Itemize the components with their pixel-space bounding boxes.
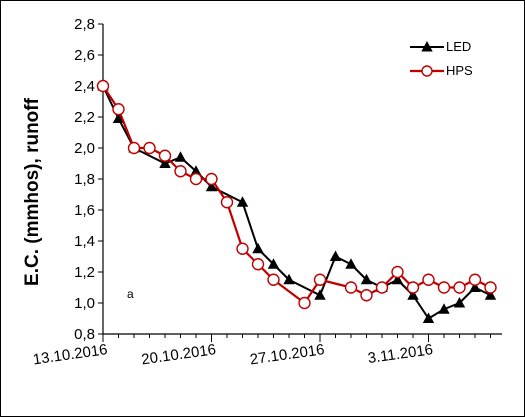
hps-point xyxy=(267,273,280,286)
led-point xyxy=(236,196,249,207)
hps-point xyxy=(468,273,482,286)
hps-point xyxy=(406,281,420,294)
led-point xyxy=(453,297,466,308)
hps-point xyxy=(220,196,234,209)
led-point xyxy=(407,289,419,300)
led-point xyxy=(438,303,450,314)
series-layer xyxy=(96,79,497,323)
hps-point xyxy=(127,141,141,155)
hps-point xyxy=(96,79,110,93)
y-tick-label: 1,2 xyxy=(74,264,95,281)
hps-point xyxy=(174,165,187,178)
hps-point xyxy=(143,141,156,155)
y-tick-label: 1,8 xyxy=(74,171,95,188)
led-point xyxy=(174,151,187,162)
x-tick-label: 20.10.2016 xyxy=(140,341,217,368)
hps-point xyxy=(205,172,218,186)
hps-point xyxy=(437,281,451,294)
hps-point xyxy=(313,273,327,286)
hps-point xyxy=(344,281,358,294)
legend-led-label: LED xyxy=(446,39,471,54)
y-axis-label: E.C. (mmhos), runoff xyxy=(22,97,43,286)
led-point xyxy=(329,250,342,261)
hps-point xyxy=(360,289,373,302)
y-tick-label: 2,6 xyxy=(74,47,95,64)
led-point xyxy=(159,157,171,168)
hps-point xyxy=(251,258,265,271)
led-point xyxy=(205,180,218,192)
hps-point xyxy=(112,103,125,116)
legend-led-marker xyxy=(421,41,433,52)
hps-point xyxy=(189,172,203,186)
hps-point xyxy=(422,273,435,286)
y-tick-label: 1,0 xyxy=(74,295,95,312)
led-point xyxy=(391,273,404,285)
y-tick-label: 1,4 xyxy=(74,233,95,250)
legend-hps-label: HPS xyxy=(446,63,473,78)
led-point xyxy=(252,242,264,254)
led-point xyxy=(314,289,326,300)
legend-hps-marker xyxy=(421,65,433,77)
hps-point xyxy=(236,242,249,255)
x-tick-label: 27.10.2016 xyxy=(249,341,326,368)
hps-point xyxy=(484,281,497,294)
series-hps xyxy=(96,79,497,310)
led-point xyxy=(267,258,280,269)
led-point xyxy=(469,281,481,292)
led-point xyxy=(112,112,125,124)
y-tick-label: 0,8 xyxy=(74,326,95,343)
y-tick-label: 2,4 xyxy=(74,78,95,95)
led-point xyxy=(283,273,295,285)
y-tick-label: 1,6 xyxy=(74,202,95,219)
led-point xyxy=(422,312,435,323)
series-hps-line xyxy=(102,85,491,305)
x-tick-label: 13.10.2016 xyxy=(32,341,109,368)
y-tick-label: 2,2 xyxy=(74,109,95,126)
hps-point xyxy=(453,281,466,294)
legend: LED HPS xyxy=(410,39,473,78)
led-point xyxy=(484,289,497,300)
panel-annotation: a xyxy=(127,287,134,301)
y-tick-label: 2,0 xyxy=(74,140,95,157)
hps-point xyxy=(375,281,389,294)
hps-point xyxy=(391,265,404,279)
led-point xyxy=(360,273,373,285)
series-led xyxy=(97,80,497,323)
x-tick-label: 3.11.2016 xyxy=(367,341,434,367)
hps-point xyxy=(158,149,172,162)
hps-point xyxy=(298,296,311,310)
led-point xyxy=(190,165,202,176)
led-point xyxy=(345,258,357,269)
y-tick-label: 2,8 xyxy=(74,16,95,33)
